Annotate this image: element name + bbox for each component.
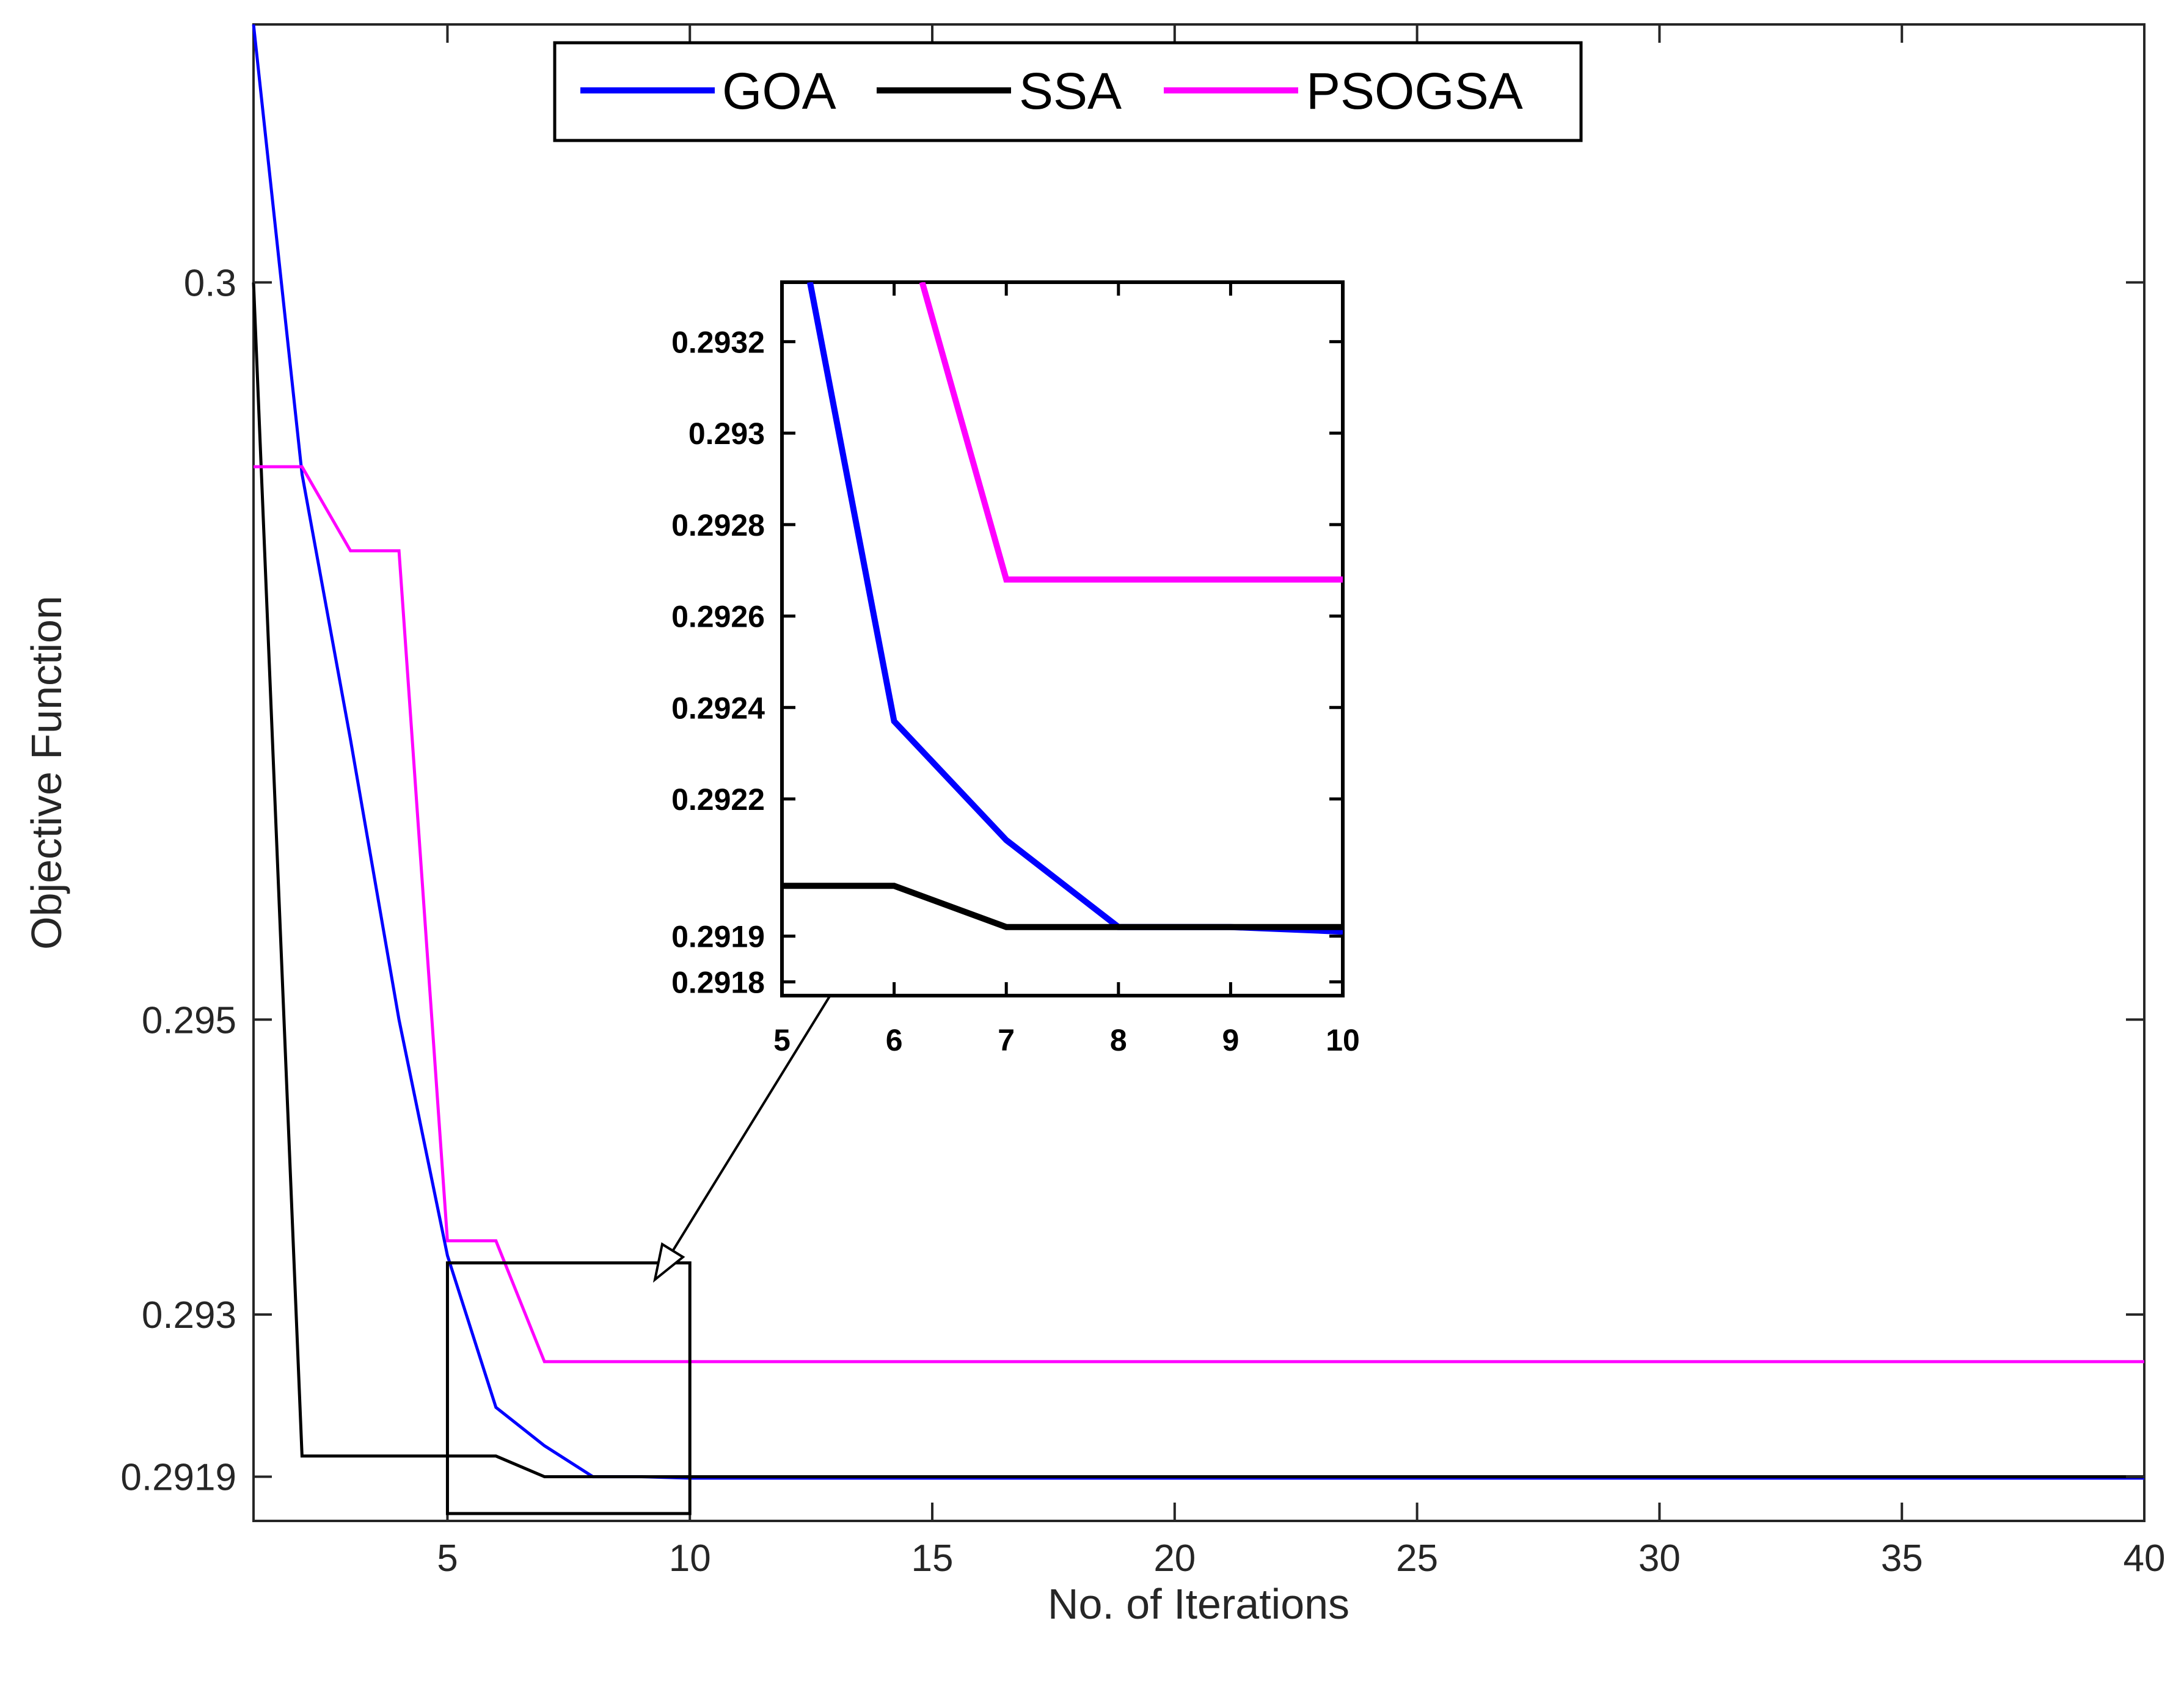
main-x-tick-label: 10 [669,1537,711,1580]
inset-axes: 5 6 7 8 9 10 0.29180.29190.29220.29240.29260.… [671,280,1360,1057]
inset-series-line-ssa [782,883,1343,930]
zoom-arrow [652,993,832,1283]
inset-y-tick-label: 0.2932 [671,325,765,359]
y-axis-title: Objective Function [23,596,70,950]
inset-y-tick-label: 0.2919 [671,920,765,954]
inset-x-ticks: 5 6 7 8 9 10 [773,282,1360,1057]
x-axis-title: No. of Iterations [1048,1580,1349,1628]
main-x-tick-label: 40 [2124,1537,2166,1580]
inset-y-tick-label: 0.2918 [671,966,765,1000]
main-y-ticks: 0.2919 0.293 0.295 0.3 [120,262,2144,1499]
legend-label-psogsa: PSOGSA [1306,62,1523,120]
inset-x-tick-label: 7 [998,1023,1015,1057]
main-y-tick-label: 0.295 [142,999,236,1041]
legend-label-ssa: SSA [1019,62,1122,120]
zoom-region-box [445,1261,692,1515]
inset-x-tick-label: 9 [1222,1023,1239,1057]
main-y-tick-label: 0.293 [142,1294,236,1336]
inset-x-tick-label: 10 [1326,1023,1360,1057]
inset-series-line-psogsa [919,282,1343,583]
inset-x-tick-label: 6 [886,1023,903,1057]
main-x-ticks: 5 10 15 20 25 30 35 40 [437,24,2165,1580]
inset-series-lines [782,282,1343,935]
main-y-tick-label: 0.2919 [120,1457,236,1499]
legend-label-goa: GOA [722,62,836,120]
main-x-tick-label: 25 [1396,1537,1438,1580]
zoom-arrow-line [668,993,832,1258]
inset-y-tick-label: 0.2922 [671,782,765,817]
main-x-tick-label: 20 [1153,1537,1196,1580]
inset-x-tick-label: 5 [773,1023,791,1057]
inset-y-tick-label: 0.2924 [671,691,765,725]
inset-y-tick-label: 0.2926 [671,600,765,634]
main-x-tick-label: 30 [1638,1537,1681,1580]
legend-box [553,41,1583,142]
legend: GOA SSA PSOGSA [553,41,1583,142]
inset-x-tick-label: 8 [1110,1023,1127,1057]
inset-y-tick-label: 0.2928 [671,508,765,542]
main-x-tick-label: 5 [437,1537,458,1580]
main-x-tick-label: 15 [911,1537,954,1580]
main-y-tick-label: 0.3 [184,262,236,304]
zoom-arrow-head [652,1242,685,1283]
main-x-tick-label: 35 [1881,1537,1923,1580]
inset-y-tick-label: 0.293 [688,417,765,451]
inset-y-ticks: 0.2918 0.2919 0.2922 0.2924 0.2926 0.2928 0.29… [671,325,1343,1000]
main-series-line-psogsa [254,465,2144,1363]
